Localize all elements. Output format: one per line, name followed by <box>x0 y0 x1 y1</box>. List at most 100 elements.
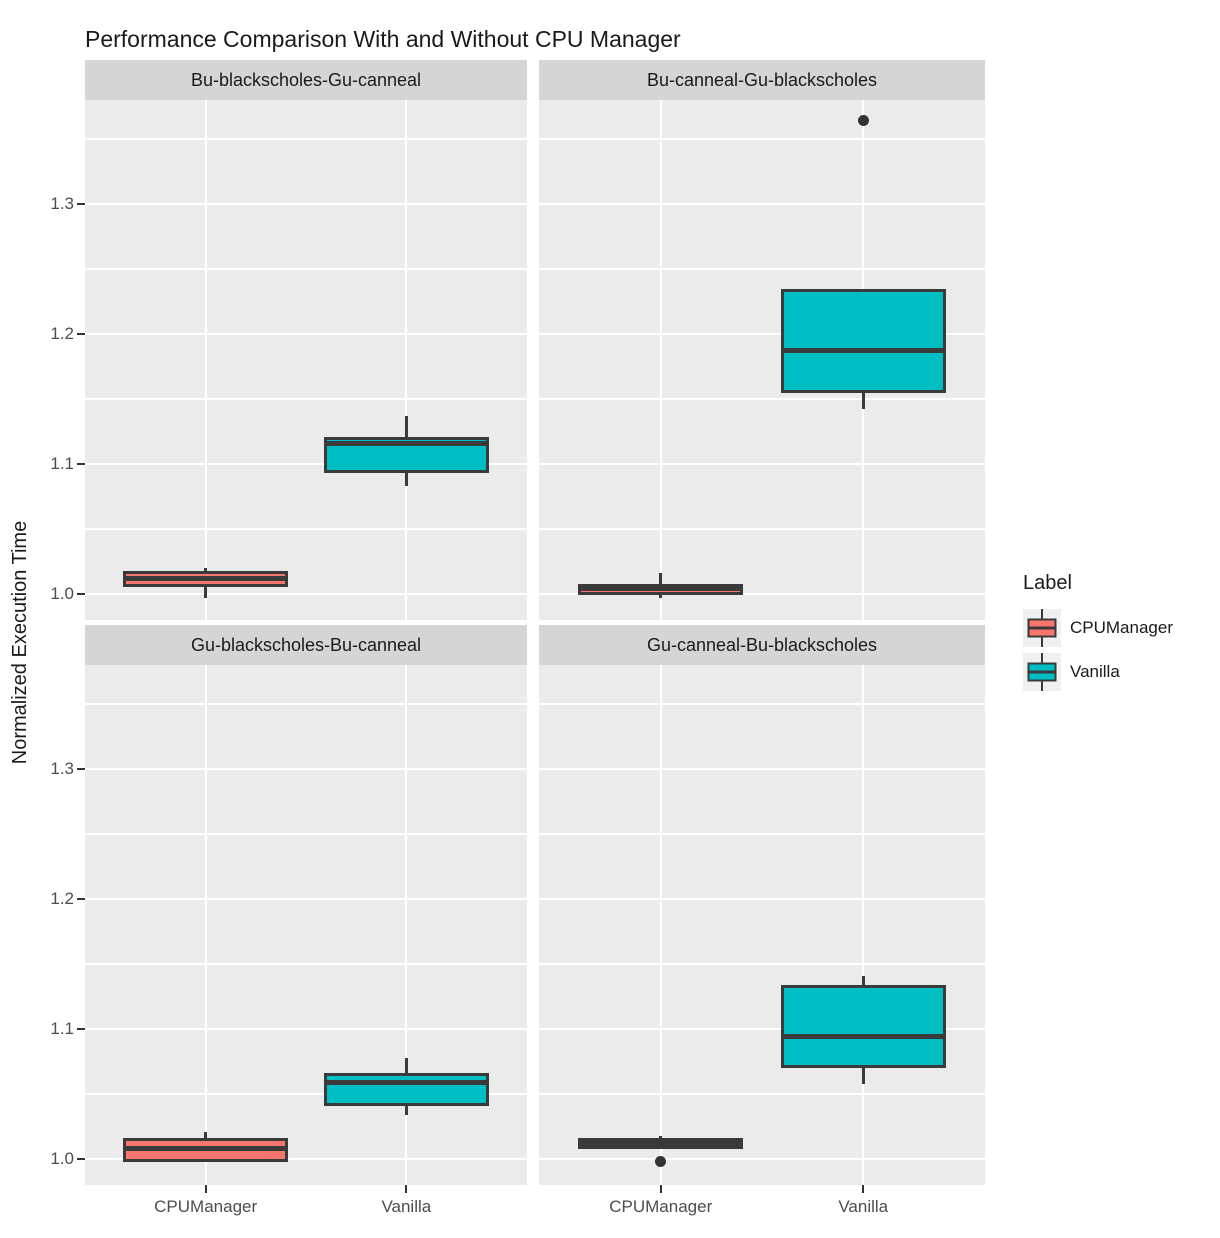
y-tick-mark <box>77 203 85 205</box>
gridline-vertical <box>405 100 408 620</box>
gridline-minor <box>85 833 527 835</box>
gridline-major <box>539 1157 985 1161</box>
gridline-major <box>85 1027 527 1031</box>
gridline-major <box>85 767 527 771</box>
y-tick-label: 1.3 <box>50 759 74 778</box>
gridline-major <box>85 462 527 466</box>
y-tick-label: 1.2 <box>50 324 74 343</box>
y-tick-label: 1.3 <box>50 194 74 213</box>
gridline-major <box>85 332 527 336</box>
gridline-minor <box>539 703 985 705</box>
x-tick-mark <box>659 1185 662 1193</box>
legend-entry: CPUManager <box>1023 609 1220 647</box>
gridline-major <box>539 767 985 771</box>
gridline-minor <box>539 1093 985 1095</box>
y-tick-mark <box>77 333 85 335</box>
gridline-major <box>539 462 985 466</box>
legend-key-box <box>1027 662 1057 682</box>
facet-panel-2 <box>539 100 985 620</box>
y-tick-mark <box>77 1028 85 1030</box>
legend-entry-label: Vanilla <box>1070 662 1120 681</box>
gridline-major <box>85 1157 527 1161</box>
facet-strip-3: Gu-blackscholes-Bu-canneal <box>85 625 527 665</box>
y-tick-mark <box>77 768 85 770</box>
legend: Label CPUManager Vanilla <box>1023 572 1220 697</box>
legend-key-box <box>1027 618 1057 638</box>
gridline-minor <box>539 963 985 965</box>
gridline-vertical <box>659 665 662 1185</box>
gridline-vertical <box>862 665 865 1185</box>
x-tick-label: Vanilla <box>838 1197 889 1216</box>
y-tick-mark <box>77 463 85 465</box>
facet-strip-2: Bu-canneal-Gu-blackscholes <box>539 60 985 100</box>
legend-key-boxplot-icon <box>1023 653 1061 691</box>
box-vanilla <box>780 984 946 1068</box>
facet-panel-1 <box>85 100 527 620</box>
gridline-minor <box>85 703 527 705</box>
gridline-minor <box>539 528 985 530</box>
facet-strip-4: Gu-canneal-Bu-blackscholes <box>539 625 985 665</box>
gridline-vertical <box>204 100 207 620</box>
median-line <box>326 1079 486 1085</box>
facet-strip-1: Bu-blackscholes-Gu-canneal <box>85 60 527 100</box>
gridline-minor <box>85 398 527 400</box>
y-tick-label: 1.1 <box>50 1019 74 1038</box>
gridline-minor <box>85 528 527 530</box>
facet-panel-3 <box>85 665 527 1185</box>
gridline-minor <box>539 268 985 270</box>
y-tick-label: 1.2 <box>50 889 74 908</box>
legend-title: Label <box>1023 572 1072 594</box>
x-tick-mark <box>204 1185 207 1193</box>
y-axis-title: Normalized Execution Time <box>9 520 32 765</box>
median-line <box>126 575 286 581</box>
gridline-minor <box>539 138 985 140</box>
box-vanilla <box>780 288 946 393</box>
y-tick-mark <box>77 1158 85 1160</box>
median-line <box>581 586 741 592</box>
median-line <box>581 1140 741 1146</box>
median-line <box>126 1146 286 1152</box>
gridline-minor <box>85 138 527 140</box>
gridline-major <box>539 1027 985 1031</box>
legend-entry-label: CPUManager <box>1070 618 1173 637</box>
gridline-major <box>539 897 985 901</box>
gridline-major <box>539 332 985 336</box>
x-tick-label: CPUManager <box>609 1197 713 1216</box>
gridline-vertical <box>204 665 207 1185</box>
gridline-major <box>539 202 985 206</box>
gridline-major <box>85 897 527 901</box>
gridline-vertical <box>405 665 408 1185</box>
legend-key-boxplot-icon <box>1023 609 1061 647</box>
gridline-major <box>539 592 985 596</box>
outlier-point <box>857 115 869 127</box>
y-tick-label: 1.0 <box>50 1149 74 1168</box>
gridline-minor <box>85 963 527 965</box>
legend-key-median <box>1029 626 1055 630</box>
gridline-minor <box>85 1093 527 1095</box>
outlier-point <box>655 1156 667 1168</box>
median-line <box>783 1034 943 1040</box>
gridline-minor <box>539 833 985 835</box>
x-tick-label: CPUManager <box>154 1197 258 1216</box>
x-tick-label: Vanilla <box>381 1197 432 1216</box>
y-tick-label: 1.1 <box>50 454 74 473</box>
median-line <box>326 440 486 446</box>
facet-panel-4 <box>539 665 985 1185</box>
gridline-vertical <box>659 100 662 620</box>
legend-entry: Vanilla <box>1023 653 1220 691</box>
y-tick-label: 1.0 <box>50 584 74 603</box>
x-tick-mark <box>405 1185 408 1193</box>
y-tick-mark <box>77 593 85 595</box>
chart-title: Performance Comparison With and Without … <box>85 26 681 52</box>
median-line <box>783 348 943 354</box>
y-tick-mark <box>77 898 85 900</box>
gridline-minor <box>85 268 527 270</box>
gridline-major <box>85 592 527 596</box>
x-tick-mark <box>862 1185 865 1193</box>
box-vanilla <box>323 1073 489 1106</box>
gridline-minor <box>539 398 985 400</box>
legend-entries: CPUManager Vanilla <box>1023 609 1220 691</box>
legend-key-median <box>1029 670 1055 674</box>
gridline-major <box>85 202 527 206</box>
